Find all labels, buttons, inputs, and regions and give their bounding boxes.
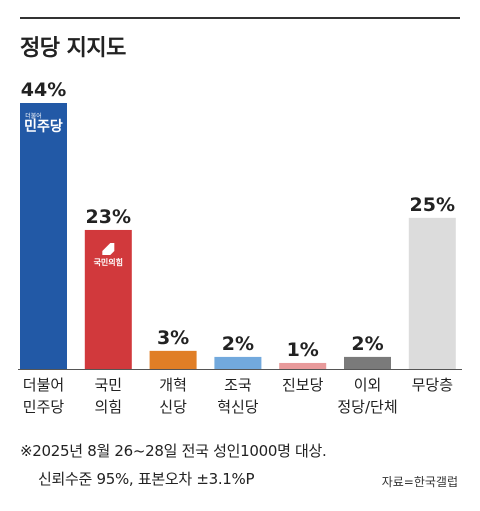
party-logo-0: 민주당: [24, 118, 63, 135]
category-label-4-0: 진보당: [282, 376, 324, 394]
category-label-5-1: 정당/단체: [337, 398, 397, 416]
survey-note-line1: ※2025년 8월 26~28일 전국 성인1000명 대상.: [20, 442, 327, 460]
category-label-3-0: 조국: [224, 376, 252, 394]
value-label-1: 23%: [86, 206, 131, 228]
category-label-0-1: 민주당: [23, 398, 65, 416]
category-label-6-0: 무당층: [412, 376, 453, 394]
value-label-0: 44%: [21, 79, 66, 101]
bar-2: [149, 350, 197, 369]
bar-4: [279, 362, 327, 369]
source-label: 자료=한국갤럽: [381, 475, 458, 489]
bar-0: [20, 103, 67, 369]
party-logo-1: 국민의힘: [94, 257, 123, 267]
category-label-0-0: 더불어: [23, 376, 64, 394]
top-rule: [20, 17, 460, 19]
value-label-4: 1%: [287, 339, 319, 361]
value-label-6: 25%: [410, 194, 455, 216]
category-label-3-1: 혁신당: [217, 398, 259, 416]
party-emblem-icon-1: [102, 242, 115, 255]
category-label-2-1: 신당: [159, 398, 187, 416]
category-label-5-0: 이외: [354, 376, 382, 394]
category-label-1-1: 의힘: [94, 398, 122, 416]
category-label-1-0: 국민: [94, 376, 122, 394]
value-label-2: 3%: [157, 327, 189, 349]
survey-note-line2: 신뢰수준 95%, 표본오차 ±3.1%P: [38, 470, 255, 488]
bar-5: [344, 356, 391, 369]
category-label-2-0: 개혁: [159, 376, 187, 394]
bar-6: [408, 217, 456, 369]
bar-chart: 44%더불어민주당더불어민주당23%국민의힘국민의힘3%개혁신당2%조국혁신당1…: [18, 79, 462, 416]
value-label-3: 2%: [222, 333, 254, 355]
party-logo-small-0: 더불어: [25, 112, 42, 120]
bar-3: [214, 356, 262, 369]
chart-title: 정당 지지도: [20, 36, 126, 61]
value-label-5: 2%: [351, 333, 383, 355]
